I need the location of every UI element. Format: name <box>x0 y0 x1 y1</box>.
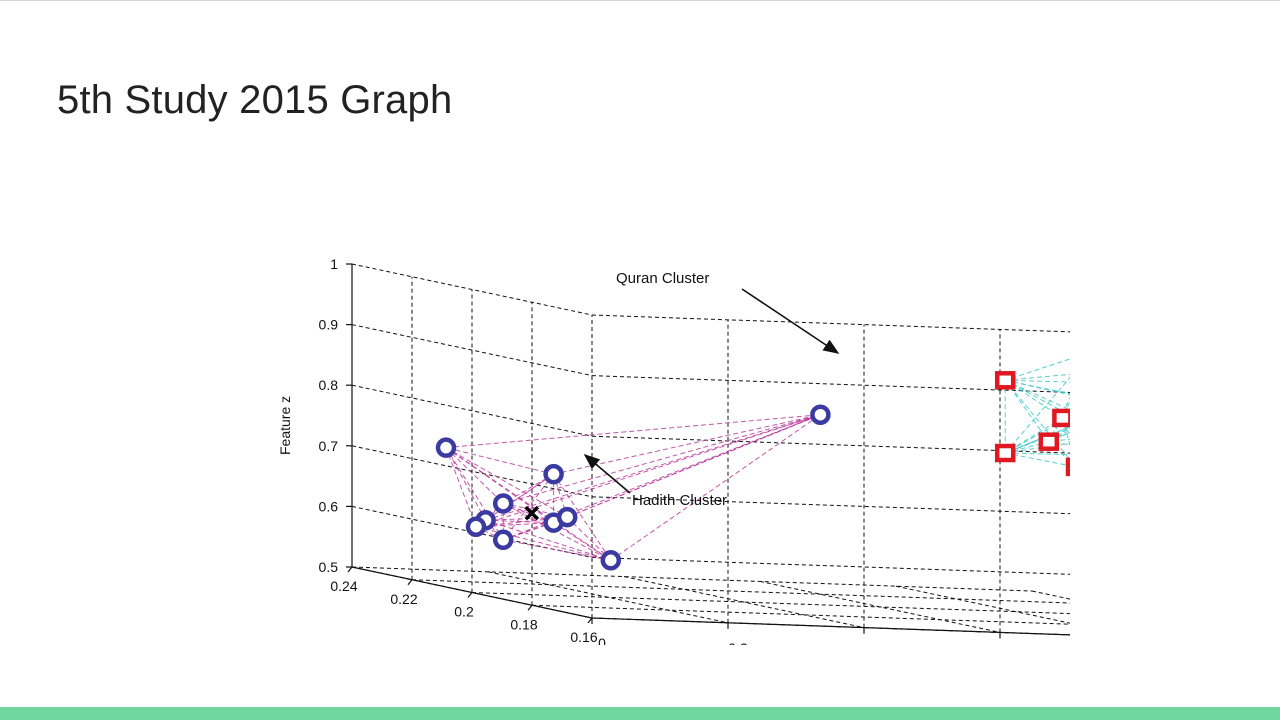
z-axis-label: Feature z <box>277 396 293 455</box>
cluster-edge <box>1005 351 1093 381</box>
annotation-hadith-cluster: Hadith Cluster <box>632 492 727 509</box>
axis-layer: 0.50.60.70.80.910.240.220.20.180.1600.20… <box>319 256 1280 675</box>
x-tick-label: 0 <box>598 635 606 645</box>
cluster-edge <box>1004 351 1093 454</box>
cluster-edge <box>445 447 554 475</box>
cluster-edge <box>1005 452 1077 468</box>
grid-line <box>351 566 1033 592</box>
cluster-edge <box>445 447 477 527</box>
chart-container: 0.50.60.70.80.910.240.220.20.180.1600.20… <box>260 225 1280 675</box>
cluster-edge <box>553 414 821 475</box>
grid-line <box>351 445 593 498</box>
y-tick-label: 0.22 <box>390 591 417 607</box>
z-tick-label: 0.6 <box>319 498 339 514</box>
z-tick-label: 0.7 <box>319 438 339 454</box>
cluster-edge <box>503 414 821 504</box>
y-tick-label: 0.24 <box>330 578 357 594</box>
cluster-edge <box>502 473 554 541</box>
z-tick-label: 0.9 <box>319 317 339 333</box>
point-layer <box>435 342 1219 571</box>
annotation-quran-cluster: Quran Cluster <box>616 270 709 287</box>
quran-point <box>994 371 1016 390</box>
cluster-edge <box>445 447 487 521</box>
cluster-edge <box>445 447 504 504</box>
hadith-point <box>492 529 514 551</box>
hadith-point <box>543 463 564 485</box>
cluster-edge <box>553 522 612 561</box>
grid-line <box>351 324 593 377</box>
z-tick-label: 0.8 <box>319 377 339 393</box>
cluster-edge <box>610 414 821 561</box>
chart-3d-scatter: 0.50.60.70.80.910.240.220.20.180.1600.20… <box>277 256 1280 675</box>
cluster-edge <box>485 519 611 561</box>
grid-line <box>591 617 1273 643</box>
cluster-edge <box>553 473 612 561</box>
y-tick-label: 0.18 <box>510 616 537 632</box>
y-tick <box>467 592 473 598</box>
hadith-point <box>435 437 457 458</box>
y-tick <box>587 617 593 624</box>
grid-line <box>351 384 593 437</box>
label-layer: Feature z Quran Cluster Hadith Cluster <box>277 270 840 509</box>
cluster-edge <box>485 414 821 521</box>
y-tick <box>407 579 413 586</box>
y-tick <box>527 604 533 611</box>
edge-layer <box>445 351 1209 561</box>
y-tick-label: 0.16 <box>570 629 597 645</box>
quran-point <box>994 443 1016 463</box>
x-tick-label: 0.2 <box>728 640 748 645</box>
top-rule <box>0 0 1280 1</box>
hadith-point <box>810 404 831 425</box>
centroid-stroke <box>524 505 540 521</box>
z-tick-label: 0.5 <box>319 559 339 575</box>
grid-layer <box>351 263 1273 643</box>
hadith-point <box>492 493 514 514</box>
cluster-edge <box>1005 418 1090 454</box>
cluster-edge <box>445 414 821 449</box>
cluster-edge <box>1048 441 1077 468</box>
quran-point <box>1065 457 1087 477</box>
cluster-edge <box>567 414 821 518</box>
bottom-accent-bar <box>0 707 1280 720</box>
cluster-edge <box>445 447 568 518</box>
hadith-point <box>556 506 578 528</box>
grid-line <box>591 617 1273 643</box>
hadith-point <box>465 516 487 537</box>
grid-line <box>471 592 1153 617</box>
grid-line <box>351 263 593 316</box>
grid-line <box>623 576 865 629</box>
cluster-edge <box>503 539 611 561</box>
x-axis-line <box>591 617 1273 643</box>
quran-point <box>1038 432 1060 451</box>
hadith-centroid-marker <box>524 505 540 521</box>
quran-point <box>1052 408 1073 428</box>
cluster-edge <box>445 447 612 561</box>
cluster-edge <box>1004 379 1077 468</box>
cluster-edge <box>485 519 554 524</box>
grid-line <box>591 314 1273 340</box>
cluster-edge <box>1004 380 1050 442</box>
y-tick-label: 0.2 <box>454 604 474 620</box>
grid-line <box>411 579 1093 605</box>
annotation-arrow-quran <box>741 288 840 354</box>
z-tick-label: 1 <box>330 256 338 272</box>
y-tick <box>347 566 353 573</box>
annotation-arrow-hadith <box>583 453 631 494</box>
hadith-point <box>600 550 622 571</box>
slide-title: 5th Study 2015 Graph <box>57 78 453 122</box>
cluster-edge <box>445 447 554 524</box>
cluster-edge <box>475 526 611 561</box>
